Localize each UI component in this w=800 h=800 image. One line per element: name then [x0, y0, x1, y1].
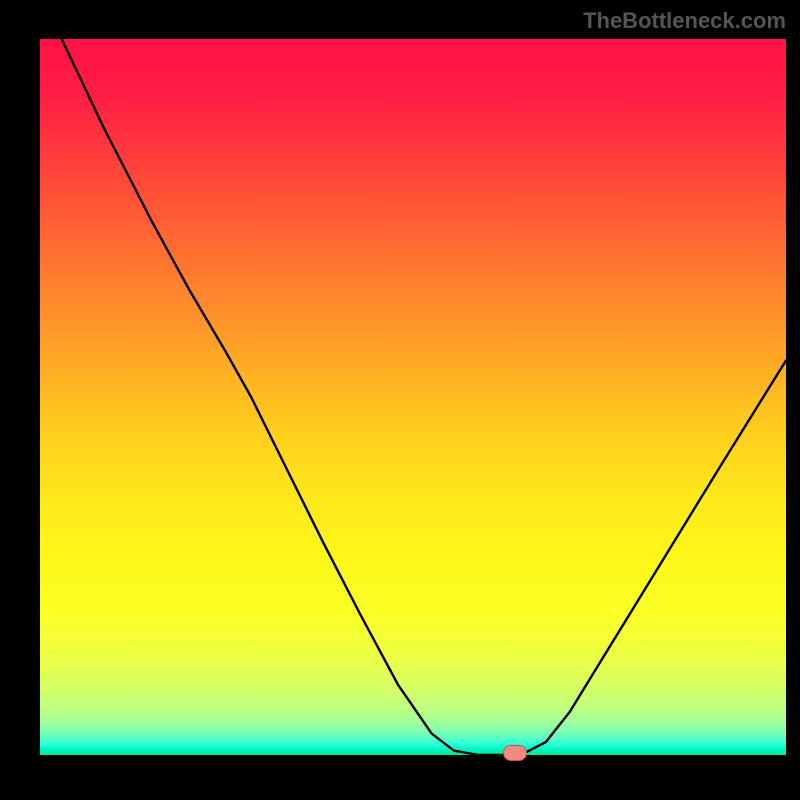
curve-path: [62, 39, 786, 755]
plot-area: [40, 39, 786, 755]
bottleneck-curve: [40, 39, 786, 755]
sweet-spot-marker: [503, 745, 527, 761]
chart-container: TheBottleneck.com: [0, 0, 800, 800]
watermark-label: TheBottleneck.com: [583, 8, 786, 34]
